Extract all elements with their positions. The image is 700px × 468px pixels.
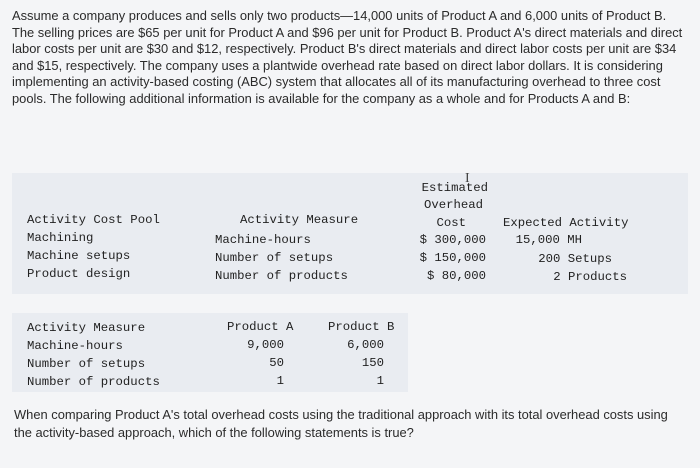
product-b-setups: 150 — [361, 356, 384, 370]
question-text: When comparing Product A's total overhea… — [14, 407, 668, 440]
pool-machine-setups: Machine setups — [27, 249, 131, 263]
problem-intro: Assume a company produces and sells only… — [12, 8, 683, 106]
product-a-setups: 50 — [269, 356, 284, 370]
cost-machine-setups: $ 150,000 — [419, 251, 486, 265]
expected-machining: 15,000 MH — [515, 233, 582, 247]
measure-number-of-setups: Number of setups — [215, 251, 334, 265]
row-number-of-products: Number of products — [27, 375, 160, 389]
header-activity-measure: Activity Measure — [240, 213, 359, 227]
product-b-products: 1 — [376, 374, 384, 388]
expected-product-design: 2 Products — [553, 270, 627, 284]
header-product-b: Product B — [328, 320, 395, 334]
cost-pool-table — [12, 173, 688, 294]
product-a-products: 1 — [276, 374, 284, 388]
header-activity-cost-pool: Activity Cost Pool — [27, 213, 160, 227]
header-overhead: Overhead — [423, 198, 483, 212]
pool-product-design: Product design — [27, 267, 131, 281]
text-cursor-icon: I — [465, 171, 470, 186]
pool-machining: Machining — [27, 231, 94, 245]
product-activity-table — [12, 313, 408, 392]
expected-machine-setups: 200 Setups — [538, 252, 612, 266]
row-machine-hours: Machine-hours — [27, 339, 123, 353]
header-product-a: Product A — [227, 320, 294, 334]
cost-machining: $ 300,000 — [419, 233, 486, 247]
cost-product-design: $ 80,000 — [426, 269, 486, 283]
header-expected-activity: Expected Activity — [503, 216, 629, 230]
row-number-of-setups: Number of setups — [27, 357, 146, 371]
header-cost: Cost — [436, 216, 466, 230]
measure-number-of-products: Number of products — [215, 269, 348, 283]
product-b-machine-hours: 6,000 — [347, 338, 384, 352]
measure-machine-hours: Machine-hours — [215, 233, 311, 247]
header-estimated: Estimated — [421, 181, 488, 195]
product-a-machine-hours: 9,000 — [247, 338, 284, 352]
header-activity-measure-2: Activity Measure — [27, 321, 146, 335]
